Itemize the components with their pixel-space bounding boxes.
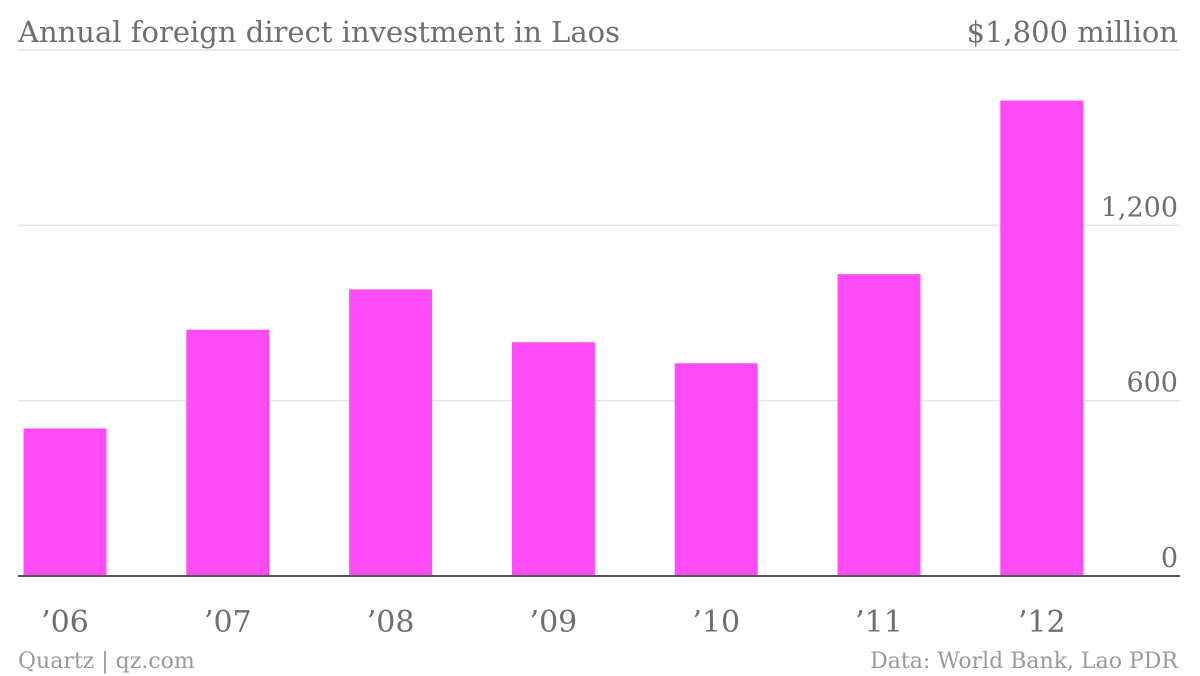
data-source: Data: World Bank, Lao PDR <box>870 649 1179 674</box>
x-tick-label: ’07 <box>204 605 252 640</box>
bar <box>1000 100 1084 576</box>
bar <box>349 289 433 576</box>
y-tick-label: 0 <box>1161 543 1178 574</box>
chart-title: Annual foreign direct investment in Laos <box>17 15 620 49</box>
bar <box>23 428 107 576</box>
y-tick-label: 600 <box>1126 368 1178 399</box>
source-credit: Quartz | qz.com <box>18 649 195 674</box>
x-tick-label: ’09 <box>530 605 578 640</box>
x-tick-label: ’06 <box>41 605 89 640</box>
y-tick-label: 1,200 <box>1101 192 1178 223</box>
bar <box>837 274 921 576</box>
x-tick-label: ’08 <box>367 605 415 640</box>
x-tick-label: ’12 <box>1018 605 1066 640</box>
x-tick-label: ’10 <box>692 605 740 640</box>
top-scale-label: $1,800 million <box>967 15 1178 49</box>
y-tick-labels: 0 600 1,200 <box>1101 192 1178 574</box>
bar <box>674 363 758 576</box>
x-tick-labels: ’06 ’07 ’08 ’09 ’10 ’11 ’12 <box>41 605 1066 640</box>
bar <box>511 342 595 576</box>
bar <box>186 329 270 576</box>
bars <box>23 100 1084 576</box>
x-tick-label: ’11 <box>855 605 903 640</box>
